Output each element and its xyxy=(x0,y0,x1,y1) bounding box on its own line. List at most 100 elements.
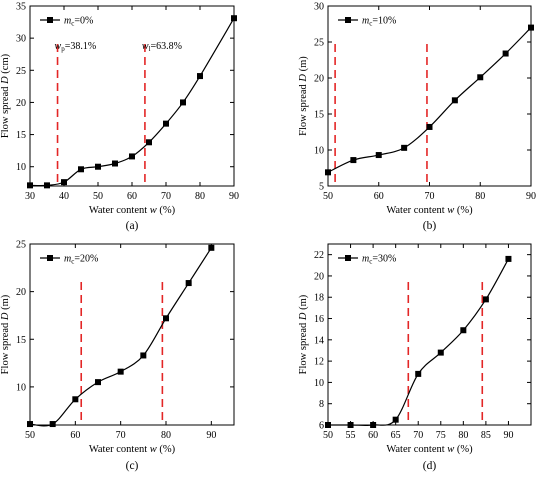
data-point xyxy=(27,182,33,189)
x-tick-label: 50 xyxy=(25,430,35,441)
data-point xyxy=(112,160,118,167)
annotation-text: =38.1% xyxy=(65,41,96,52)
data-point xyxy=(451,97,458,104)
legend-marker xyxy=(345,17,351,23)
x-tick-label: 90 xyxy=(503,430,513,441)
legend-symbol: m xyxy=(362,16,369,27)
legend: mc=0% xyxy=(40,16,93,28)
y-axis-label: Flow spread D (m) xyxy=(298,56,309,136)
data-point xyxy=(129,153,135,160)
x-tick-label: 75 xyxy=(436,430,446,441)
series-line xyxy=(327,258,509,426)
legend-subscript: c xyxy=(71,258,74,266)
y-tick-label: 16 xyxy=(314,314,324,325)
data-point xyxy=(185,280,192,287)
data-point xyxy=(95,379,101,386)
y-axis-label: Flow spread D (m) xyxy=(0,294,11,374)
y-tick-label: 10 xyxy=(16,162,26,173)
annotation-subscript: l xyxy=(149,45,151,53)
data-point xyxy=(146,139,152,146)
y-tick-label: 18 xyxy=(314,293,324,304)
x-tick-label: 65 xyxy=(391,430,401,441)
x-tick-label: 70 xyxy=(116,430,126,441)
y-tick-label: 10 xyxy=(16,382,26,393)
data-point xyxy=(347,422,354,428)
x-axis-label: Water content w (%) xyxy=(89,205,176,216)
data-point xyxy=(95,163,101,170)
legend: mc=10% xyxy=(338,16,396,28)
y-tick-label: 25 xyxy=(16,240,26,251)
legend-subscript: c xyxy=(71,20,74,28)
y-tick-label: 15 xyxy=(16,130,26,141)
data-point xyxy=(401,144,408,151)
series-line xyxy=(327,27,532,173)
x-tick-label: 80 xyxy=(458,430,468,441)
y-tick-label: 10 xyxy=(314,146,324,157)
x-tick-label: 60 xyxy=(70,430,80,441)
y-tick-label: 22 xyxy=(314,250,324,261)
x-tick-label: 50 xyxy=(93,191,103,202)
x-axis-label: Water content w (%) xyxy=(386,205,473,216)
data-point xyxy=(415,370,422,377)
plot-frame xyxy=(29,243,235,426)
chart-panel-4: 50 55 60 65 70 75 80 85 90 6 8 10 12 14 16 18 20 22 mc=30%… xyxy=(298,243,532,472)
chart-panel-2: 50 60 70 80 90 5 10 15 20 25 30 mc=10% Water content… xyxy=(298,2,536,233)
x-tick-label: 40 xyxy=(59,191,69,202)
y-axis-label: Flow spread D (m) xyxy=(298,294,309,374)
series-line xyxy=(29,247,212,427)
legend-symbol: m xyxy=(64,254,71,265)
y-tick-label: 25 xyxy=(314,38,324,49)
legend-symbol: m xyxy=(362,254,369,265)
legend-text: =0% xyxy=(74,16,93,27)
data-point xyxy=(460,327,467,334)
legend-marker xyxy=(47,255,53,261)
annotation-text: =63.8% xyxy=(151,41,182,52)
data-point xyxy=(44,182,50,189)
x-axis-label: Water content w (%) xyxy=(386,444,473,455)
legend-subscript: c xyxy=(369,20,372,28)
y-tick-label: 8 xyxy=(319,399,324,410)
y-tick-label: 25 xyxy=(16,66,26,77)
y-tick-label: 6 xyxy=(319,421,324,432)
x-tick-label: 70 xyxy=(161,191,171,202)
x-tick-label: 70 xyxy=(413,430,423,441)
legend-text: =10% xyxy=(372,16,396,27)
data-point xyxy=(197,73,203,80)
plot-frame xyxy=(327,243,532,426)
x-tick-label: 50 xyxy=(323,430,333,441)
x-tick-label: 70 xyxy=(425,191,435,202)
data-point xyxy=(78,166,84,173)
y-tick-label: 35 xyxy=(16,2,26,13)
legend-marker xyxy=(47,17,53,23)
x-tick-label: 55 xyxy=(346,430,356,441)
y-tick-label: 12 xyxy=(314,357,324,368)
x-tick-label: 80 xyxy=(475,191,485,202)
annotation: wl=63.8% xyxy=(142,41,182,53)
legend-label: mc=20% xyxy=(64,254,98,266)
data-point xyxy=(392,416,399,423)
data-point xyxy=(426,123,433,130)
y-tick-label: 14 xyxy=(314,335,324,346)
data-point xyxy=(72,396,79,403)
data-point xyxy=(505,255,512,262)
y-tick-label: 15 xyxy=(16,335,26,346)
x-tick-label: 80 xyxy=(195,191,205,202)
y-tick-label: 15 xyxy=(314,110,324,121)
y-tick-label: 20 xyxy=(16,98,26,109)
x-tick-label: 80 xyxy=(161,430,171,441)
data-point xyxy=(208,244,215,251)
data-point xyxy=(61,179,67,186)
data-point xyxy=(140,352,147,359)
data-point xyxy=(437,349,444,356)
data-point xyxy=(117,368,124,375)
data-point xyxy=(49,421,56,428)
legend-label: mc=10% xyxy=(362,16,396,28)
panel-label: (c) xyxy=(126,460,139,472)
legend-label: mc=0% xyxy=(64,16,93,28)
data-point xyxy=(325,169,331,176)
annotation-symbol: w xyxy=(55,41,62,52)
legend-marker xyxy=(345,255,351,261)
data-point xyxy=(482,296,489,303)
legend-subscript: c xyxy=(369,258,372,266)
